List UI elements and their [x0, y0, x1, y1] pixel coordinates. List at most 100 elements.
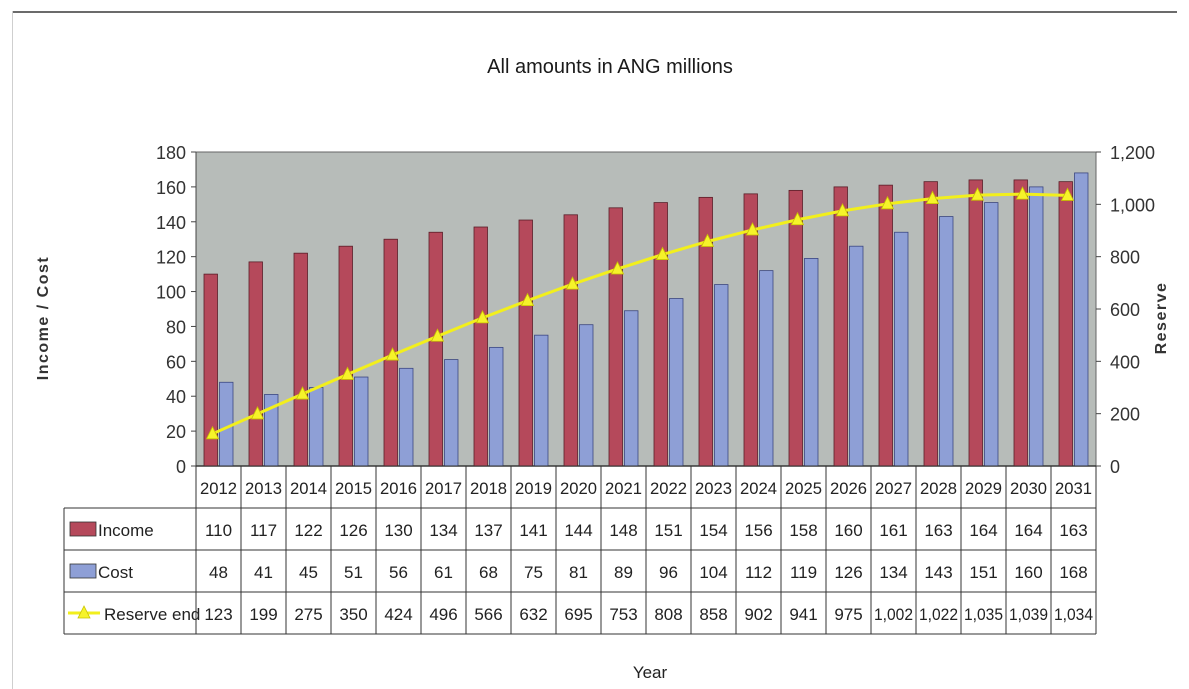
y2-tick-label: 0	[1110, 457, 1120, 477]
income-bar	[518, 219, 533, 467]
x-tick-label: 2029	[965, 479, 1002, 498]
y-tick-label: 160	[156, 178, 186, 198]
income-bar	[923, 181, 938, 467]
x-tick-label: 2027	[875, 479, 912, 498]
data-label: 1,035	[964, 605, 1003, 624]
x-tick-label: 2021	[605, 479, 642, 498]
data-label: 56	[389, 563, 408, 582]
reserve-marker	[520, 292, 535, 307]
cost-bar	[894, 231, 909, 467]
cost-bar	[1074, 172, 1089, 467]
left-border-line	[12, 11, 13, 689]
cost-bar	[1029, 186, 1044, 467]
data-label: 168	[1059, 563, 1087, 582]
data-label: 48	[209, 563, 228, 582]
x-tick-label: 2022	[650, 479, 687, 498]
y2-tick-label: 600	[1110, 300, 1140, 320]
cost-bar	[534, 334, 549, 467]
x-tick-label: 2018	[470, 479, 507, 498]
data-label: 141	[519, 521, 547, 540]
data-label: 143	[924, 563, 952, 582]
data-label: 1,039	[1009, 605, 1048, 624]
y2-tick-label: 800	[1110, 248, 1140, 268]
x-tick-label: 2025	[785, 479, 822, 498]
y-axis-label: Income / Cost	[35, 256, 52, 380]
x-tick-label: 2013	[245, 479, 282, 498]
cost-bar	[399, 367, 414, 467]
cost-bar	[489, 346, 504, 467]
data-label: 45	[299, 563, 318, 582]
reserve-marker	[835, 202, 850, 217]
cost-bar	[849, 245, 864, 467]
data-label: 110	[205, 521, 232, 540]
data-label: 163	[924, 521, 952, 540]
reserve-marker	[745, 222, 760, 236]
legend-key	[77, 605, 91, 619]
data-label: 41	[254, 563, 273, 582]
x-tick-label: 2020	[560, 479, 597, 498]
x-tick-label: 2017	[425, 479, 462, 498]
x-axis-label: Year	[633, 663, 668, 682]
y-tick-label: 120	[156, 248, 186, 268]
legend-label: Cost	[98, 563, 133, 582]
y-tick-label: 140	[156, 213, 186, 233]
data-label: 61	[434, 563, 453, 582]
data-label: 68	[479, 563, 498, 582]
chart-title: All amounts in ANG millions	[487, 56, 733, 78]
data-label: 164	[1014, 521, 1042, 540]
reserve-marker	[700, 233, 715, 247]
income-bar	[833, 186, 848, 467]
x-tick-label: 2030	[1010, 479, 1047, 498]
data-label: 695	[564, 605, 592, 624]
data-label: 275	[294, 605, 322, 624]
income-bar	[338, 245, 353, 467]
y-tick-label: 100	[156, 283, 186, 303]
cost-bar	[714, 284, 729, 467]
y-tick-label: 60	[166, 352, 186, 372]
y-tick-label: 20	[166, 422, 186, 442]
data-label: 51	[344, 563, 363, 582]
reserve-marker	[925, 190, 940, 204]
income-bar	[473, 226, 488, 467]
data-label: 350	[339, 605, 367, 624]
data-label: 164	[969, 521, 997, 540]
cost-bar	[939, 216, 954, 467]
legend-key	[69, 563, 97, 579]
data-label: 160	[1014, 563, 1042, 582]
plot-area	[195, 151, 1097, 467]
reserve-marker	[295, 386, 310, 400]
data-label: 151	[969, 563, 997, 582]
cost-bar	[444, 359, 459, 467]
cost-bar	[354, 376, 369, 467]
data-label: 151	[654, 521, 682, 540]
x-tick-label: 2028	[920, 479, 957, 498]
data-label: 117	[250, 521, 277, 540]
reserve-line	[211, 192, 1068, 436]
income-bar	[788, 189, 803, 467]
data-label: 632	[519, 605, 547, 624]
data-label: 75	[524, 563, 543, 582]
data-label: 808	[654, 605, 682, 624]
income-bar	[653, 202, 668, 467]
data-label: 902	[744, 605, 772, 624]
data-label: 424	[384, 605, 412, 624]
data-label: 154	[699, 521, 727, 540]
cost-bar	[624, 310, 639, 467]
data-label: 122	[294, 521, 322, 540]
data-label: 112	[745, 563, 772, 582]
cost-bar	[759, 270, 774, 467]
x-tick-label: 2015	[335, 479, 372, 498]
reserve-marker	[790, 211, 805, 226]
reserve-marker	[565, 276, 580, 290]
data-label: 975	[834, 605, 862, 624]
data-label: 1,022	[919, 605, 958, 624]
data-label: 119	[790, 563, 817, 582]
x-tick-label: 2016	[380, 479, 417, 498]
data-label: 134	[429, 521, 457, 540]
reserve-marker	[340, 366, 355, 380]
reserve-marker	[970, 187, 985, 201]
x-tick-label: 2019	[515, 479, 552, 498]
y2-tick-label: 200	[1110, 405, 1140, 425]
legend-label: Income	[98, 521, 154, 540]
